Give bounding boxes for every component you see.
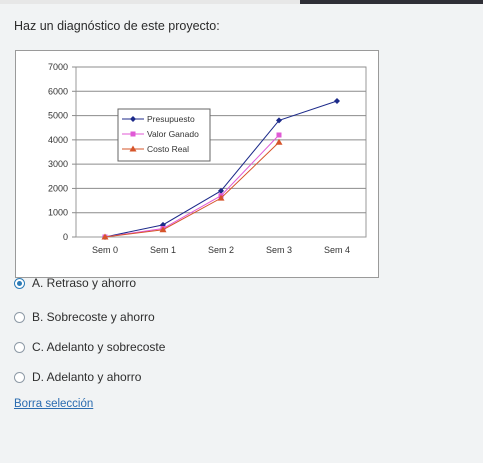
option-d[interactable]: D. Adelanto y ahorro xyxy=(14,370,141,384)
x-tick-label: Sem 0 xyxy=(92,245,118,255)
option-b-label: B. Sobrecoste y ahorro xyxy=(32,310,155,324)
y-tick-label: 4000 xyxy=(48,135,68,145)
y-tick-label: 0 xyxy=(63,232,68,242)
chart-container: 7000 6000 5000 4000 3000 2000 1000 0 Sem 0 Sem 1… xyxy=(15,50,379,278)
point-marker xyxy=(159,226,167,233)
point-marker xyxy=(334,98,340,104)
x-tick-label: Sem 2 xyxy=(208,245,234,255)
option-d-radio[interactable] xyxy=(14,371,25,383)
line-chart: 7000 6000 5000 4000 3000 2000 1000 0 Sem 0 Sem 1… xyxy=(48,62,367,255)
point-marker xyxy=(276,117,282,124)
point-marker xyxy=(217,194,225,201)
option-a[interactable]: A. Retraso y ahorro xyxy=(14,276,136,290)
x-tick-label: Sem 3 xyxy=(266,245,292,255)
point-marker xyxy=(130,116,136,122)
point-marker xyxy=(101,233,109,240)
clear-selection-link[interactable]: Borra selección xyxy=(14,398,94,410)
question-text: Haz un diagnóstico de este proyecto: xyxy=(14,19,220,33)
y-tick-label: 1000 xyxy=(48,208,68,218)
series-line-1 xyxy=(104,134,280,238)
option-a-label: A. Retraso y ahorro xyxy=(32,276,137,290)
point-marker xyxy=(130,131,136,137)
option-c-radio[interactable] xyxy=(14,341,25,353)
point-marker xyxy=(275,138,283,145)
option-c-label: C. Adelanto y sobrecoste xyxy=(32,340,166,354)
x-tick-label: Sem 4 xyxy=(324,245,350,255)
y-tick-label: 7000 xyxy=(48,62,68,72)
x-tick-label: Sem 1 xyxy=(150,245,176,255)
legend-label: Costo Real xyxy=(147,144,189,154)
y-tick-label: 2000 xyxy=(48,183,68,193)
series-line-2 xyxy=(104,141,280,238)
option-d-label: D. Adelanto y ahorro xyxy=(32,370,142,384)
top-bar xyxy=(0,0,483,4)
legend-label: Presupuesto xyxy=(147,114,195,124)
point-marker xyxy=(276,132,282,138)
y-tick-label: 6000 xyxy=(48,86,68,96)
legend-label: Valor Ganado xyxy=(147,129,199,139)
option-a-radio[interactable] xyxy=(14,277,25,289)
y-tick-label: 5000 xyxy=(48,111,68,121)
option-b[interactable]: B. Sobrecoste y ahorro xyxy=(14,310,155,324)
option-b-radio[interactable] xyxy=(14,311,25,323)
point-marker xyxy=(129,145,137,152)
y-tick-label: 3000 xyxy=(48,159,68,169)
option-c[interactable]: C. Adelanto y sobrecoste xyxy=(14,340,165,354)
point-marker xyxy=(218,187,224,194)
